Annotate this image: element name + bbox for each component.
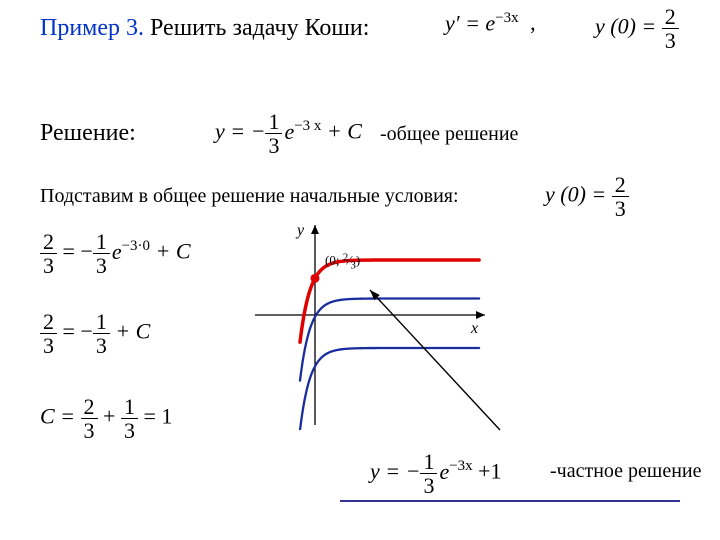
step-1: 23 = −13e−3·0 + C (40, 230, 191, 277)
example-number: Пример 3. (40, 15, 144, 41)
svg-text:(0; 2⁄3): (0; 2⁄3) (325, 251, 360, 271)
substitution-text: Подставим в общее решение начальные усло… (40, 185, 459, 208)
particular-solution-equation: y = −13e−3x +1 (370, 450, 502, 497)
svg-text:y: y (295, 222, 305, 239)
step-3: C = 23 + 13 = 1 (40, 395, 172, 442)
example-task: Решить задачу Коши: (150, 15, 369, 41)
substitution-equation: y (0) = 23 (545, 173, 629, 220)
underline (340, 500, 680, 502)
chart: x y (0; 2⁄3) (240, 220, 500, 430)
problem-equation-1: y′ = e−3x , (445, 10, 536, 36)
step-2: 23 = −13 + C (40, 310, 150, 357)
general-solution-text: -общее решение (380, 123, 518, 146)
example-title: Пример 3. Решить задачу Коши: (40, 15, 369, 42)
problem-equation-2: y (0) = 23 (595, 5, 679, 52)
solution-label: Решение: (40, 120, 136, 147)
general-solution-equation: y = −13e−3 x + C (215, 110, 362, 157)
particular-solution-text: -частное решение (550, 460, 701, 483)
svg-text:x: x (470, 320, 478, 337)
